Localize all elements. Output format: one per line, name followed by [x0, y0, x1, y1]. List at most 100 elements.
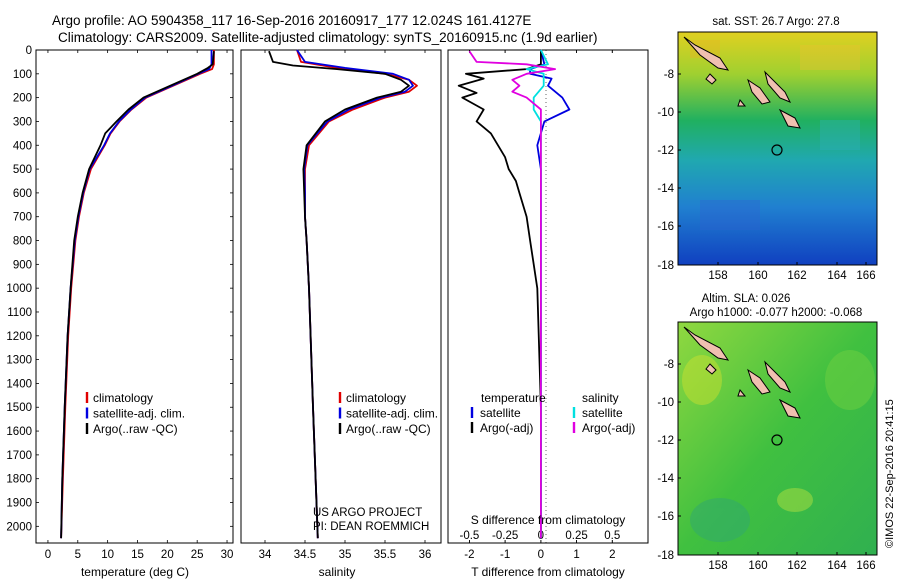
map-x-tick-label: 158 [708, 560, 727, 572]
t-difference-tick-label: 1 [573, 549, 579, 561]
difference-panel: -2 -1 0 1 2-0.5 -0.25 0 0.25 0.5 temperature sali… [447, 49, 649, 579]
legend-entry: Argo(..raw -QC) [93, 422, 178, 436]
map-y-tick-label: -12 [657, 145, 674, 157]
depth-tick-label: 1800 [6, 474, 32, 486]
sla-map: Altim. SLA: 0.026 Argo h1000: -0.077 h20… [657, 293, 878, 572]
legend-header-temperature: temperature [481, 391, 546, 405]
map-x-tick-label: 164 [827, 560, 847, 572]
t-difference-tick-label: -1 [500, 549, 510, 561]
series-line [468, 50, 556, 539]
depth-tick-label: 700 [13, 212, 32, 224]
salinity-tick-label: 36 [419, 549, 432, 561]
legend-entry: Argo(-adj) [480, 421, 533, 435]
map-x-tick-label: 162 [787, 560, 806, 572]
legend-entry: climatology [346, 391, 406, 405]
s-difference-tick-label: -0.5 [460, 530, 480, 542]
s-difference-tick-label: 0.5 [604, 530, 620, 542]
series-line [457, 51, 542, 539]
salinity-tick-label: 35.5 [374, 549, 396, 561]
header-line-2: Climatology: CARS2009. Satellite-adjuste… [58, 30, 598, 45]
project-note-line-1: US ARGO PROJECT [313, 507, 422, 519]
salinity-legend: climatology satellite-adj. clim.Argo(..ra… [338, 391, 438, 436]
depth-tick-label: 1100 [7, 307, 32, 319]
argo-float-location-marker [771, 144, 783, 156]
temperature-tick-label: 25 [191, 549, 204, 561]
depth-tick-label: 300 [13, 116, 32, 128]
temperature-profile-lines [60, 50, 215, 539]
legend-entry: satellite-adj. clim. [93, 407, 185, 421]
map-y-tick-label: -18 [657, 550, 674, 562]
depth-tick-label: 1000 [6, 283, 32, 295]
depth-tick-label: 1700 [6, 450, 32, 462]
t-difference-tick-label: -2 [464, 549, 474, 561]
salinity-axis-ticks: 34 34.5 35 35.5 36 [259, 50, 432, 561]
map-y-tick-label: -18 [657, 260, 674, 272]
map-x-tick-label: 166 [856, 560, 875, 572]
map-x-tick-label: 160 [748, 560, 767, 572]
map-y-tick-label: -12 [657, 435, 674, 447]
sst-map-field [677, 31, 878, 266]
legend-entry: satellite [480, 406, 521, 420]
salinity-plot-frame [240, 49, 442, 544]
temperature-panel: 0100200300400500600700800900100011001200… [6, 45, 648, 579]
map-x-tick-label: 166 [856, 270, 875, 282]
sla-map-title-line-2: Argo h1000: -0.077 h2000: -0.068 [690, 307, 863, 319]
sst-map-title: sat. SST: 26.7 Argo: 27.8 [712, 16, 839, 28]
map-y-tick-label: -14 [657, 183, 674, 195]
sla-map-islands [683, 326, 801, 419]
series-line [60, 51, 215, 539]
map-x-tick-label: 164 [827, 270, 847, 282]
temperature-tick-label: 15 [131, 549, 144, 561]
salinity-profile-lines [268, 49, 418, 539]
map-y-tick-label: -8 [664, 69, 674, 81]
t-difference-tick-label: 2 [609, 549, 615, 561]
depth-tick-label: 2000 [6, 521, 32, 533]
temperature-tick-label: 20 [161, 549, 174, 561]
salinity-tick-label: 35 [339, 549, 352, 561]
difference-plot-frame [447, 49, 649, 544]
temperature-axis-ticks: 0 5 10 15 20 25 30 [45, 50, 234, 561]
map-y-tick-label: -16 [657, 221, 674, 233]
difference-legend: temperature salinitysatelliteArgo(-adj)sa… [470, 391, 635, 435]
depth-tick-label: 1300 [6, 355, 32, 367]
salinity-tick-label: 34.5 [294, 549, 316, 561]
salinity-panel: 34 34.5 35 35.5 36 climatology satellite-adj.… [240, 49, 442, 579]
legend-entry: satellite-adj. clim. [346, 407, 438, 421]
depth-tick-label: 900 [13, 259, 32, 271]
temperature-plot-frame [35, 49, 234, 544]
sla-map-axis-ticks: 158 160 162 164 166 -8 -10 -12 -14 -16 -18 [657, 359, 875, 572]
difference-axis-ticks: -2 -1 0 1 2-0.5 -0.25 0 0.25 0.5 [460, 50, 620, 561]
depth-tick-label: 1600 [6, 426, 32, 438]
map-x-tick-label: 158 [708, 270, 727, 282]
legend-entry: climatology [93, 391, 153, 405]
temperature-tick-label: 10 [101, 549, 114, 561]
map-y-tick-label: -10 [657, 107, 674, 119]
series-line [268, 50, 410, 539]
temperature-tick-label: 30 [221, 549, 234, 561]
legend-header-salinity: salinity [582, 391, 619, 405]
salinity-tick-label: 34 [259, 549, 272, 561]
sst-map-islands [683, 36, 801, 129]
legend-entry: Argo(-adj) [582, 421, 635, 435]
salinity-axis-label: salinity [319, 565, 356, 579]
depth-tick-label: 1200 [6, 331, 32, 343]
project-note-line-2: PI: DEAN ROEMMICH [313, 521, 429, 533]
temperature-legend: climatology satellite-adj. clim.Argo(..ra… [85, 391, 185, 436]
depth-tick-label: 100 [13, 69, 32, 81]
sst-map-axis-ticks: 158 160 162 164 166 -8 -10 -12 -14 -16 -18 [657, 69, 875, 282]
depth-tick-label: 400 [13, 140, 32, 152]
sst-map-texture [690, 40, 860, 230]
header-line-1: Argo profile: AO 5904358_117 16-Sep-2016… [52, 13, 531, 28]
temperature-axis-label: temperature (deg C) [81, 565, 189, 579]
sla-map-title-line-1: Altim. SLA: 0.026 [702, 293, 791, 305]
t-difference-label: T difference from climatology [471, 565, 625, 579]
map-y-tick-label: -16 [657, 511, 674, 523]
depth-tick-label: 500 [13, 164, 32, 176]
temperature-tick-label: 0 [45, 549, 51, 561]
temperature-tick-label: 5 [75, 549, 81, 561]
depth-tick-label: 600 [13, 188, 32, 200]
map-x-tick-label: 160 [748, 270, 767, 282]
depth-tick-label: 1500 [6, 402, 32, 414]
difference-profile-lines [457, 49, 571, 539]
